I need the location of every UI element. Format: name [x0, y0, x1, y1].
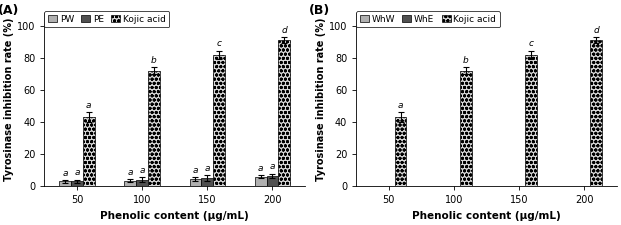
Text: a: a [204, 164, 210, 173]
Bar [213, 55, 225, 186]
Text: b: b [463, 56, 469, 65]
Text: b: b [151, 56, 156, 65]
Bar [525, 55, 537, 186]
Text: d: d [593, 25, 599, 34]
Text: a: a [74, 168, 79, 177]
Text: a: a [193, 166, 198, 175]
Bar [255, 177, 266, 186]
Text: a: a [139, 166, 145, 175]
Bar [201, 178, 213, 186]
Text: d: d [281, 25, 287, 34]
X-axis label: Phenolic content (μg/mL): Phenolic content (μg/mL) [100, 211, 249, 221]
Bar [136, 180, 148, 186]
Bar [395, 117, 406, 186]
Text: a: a [86, 101, 91, 110]
Text: a: a [398, 101, 403, 110]
Bar [83, 117, 94, 186]
Text: a: a [127, 168, 133, 177]
Legend: PW, PE, Kojic acid: PW, PE, Kojic acid [44, 11, 170, 27]
Y-axis label: Tyrosinase inhibition rate (%): Tyrosinase inhibition rate (%) [4, 18, 14, 181]
Bar [266, 176, 278, 186]
Bar [460, 71, 471, 186]
Bar [124, 181, 136, 186]
Bar [148, 71, 160, 186]
Bar [590, 40, 602, 186]
X-axis label: Phenolic content (μg/mL): Phenolic content (μg/mL) [412, 211, 561, 221]
Y-axis label: Tyrosinase inhibition rate (%): Tyrosinase inhibition rate (%) [316, 18, 326, 181]
Text: a: a [258, 164, 263, 173]
Text: a: a [270, 162, 275, 171]
Text: (A): (A) [0, 4, 19, 17]
Bar [71, 181, 83, 186]
Legend: WhW, WhE, Kojic acid: WhW, WhE, Kojic acid [356, 11, 500, 27]
Text: c: c [217, 39, 222, 48]
Text: (B): (B) [309, 4, 330, 17]
Bar [278, 40, 290, 186]
Bar [60, 181, 71, 186]
Text: a: a [63, 169, 68, 178]
Text: c: c [528, 39, 533, 48]
Bar [189, 179, 201, 186]
